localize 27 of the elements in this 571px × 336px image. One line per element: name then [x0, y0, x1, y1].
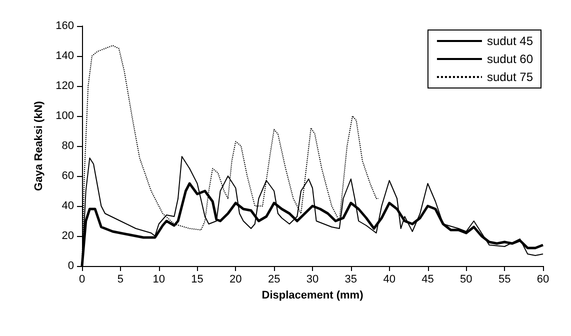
y-tick-label: 20 [62, 230, 74, 242]
x-tick-label: 45 [422, 274, 434, 286]
x-tick-label: 40 [383, 274, 396, 286]
x-tick-label: 35 [344, 274, 358, 286]
x-tick-label: 10 [152, 274, 165, 286]
y-tick-label: 80 [62, 140, 74, 152]
x-tick-label: 55 [498, 274, 511, 286]
legend-label: sudut 45 [486, 34, 534, 48]
x-tick-label: 30 [306, 274, 319, 286]
y-tick-label: 0 [68, 260, 74, 272]
legend-label: sudut 60 [486, 52, 534, 66]
x-tick-label: 60 [536, 274, 550, 286]
y-tick-label: 100 [56, 110, 74, 122]
x-tick-label: 15 [191, 274, 204, 286]
x-tick-label: 50 [460, 274, 472, 286]
x-tick-label: 0 [78, 274, 86, 286]
y-tick-label: 60 [62, 170, 74, 182]
y-tick-label: 40 [62, 200, 74, 212]
y-axis-title: Gaya Reaksi (kN) [33, 100, 46, 191]
y-tick-label: 120 [56, 80, 74, 92]
y-tick-label: 160 [56, 20, 74, 32]
x-tick-label: 20 [230, 274, 242, 286]
x-axis-title: Displacement (mm) [262, 289, 364, 302]
x-tick-label: 5 [117, 274, 124, 286]
y-tick-label: 140 [56, 50, 74, 62]
legend-label: sudut 75 [486, 70, 534, 84]
x-tick-label: 25 [268, 274, 280, 286]
